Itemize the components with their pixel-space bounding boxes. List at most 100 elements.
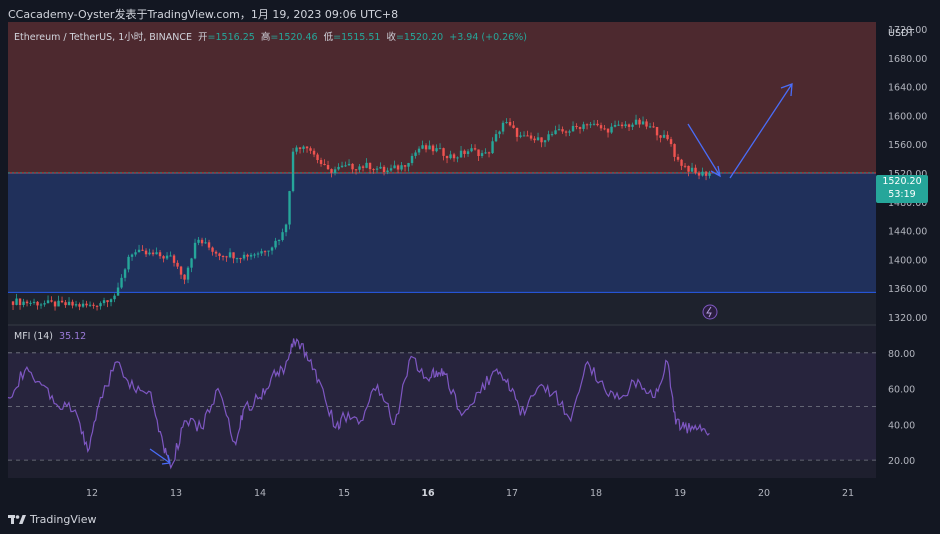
- mfi-value: 35.12: [59, 331, 87, 342]
- close-label: 收: [386, 32, 396, 43]
- candle-body: [134, 252, 137, 255]
- candle-body: [295, 147, 298, 152]
- candle-body: [169, 255, 172, 257]
- pane-divider: [8, 324, 876, 326]
- candle-body: [690, 167, 694, 172]
- current-price: 1520.20: [882, 176, 922, 187]
- candle-body: [683, 165, 687, 167]
- candle-body: [533, 138, 536, 141]
- candle-body: [211, 247, 214, 252]
- candle-body: [536, 137, 540, 141]
- candle-body: [648, 126, 652, 128]
- candle-body: [249, 254, 253, 257]
- candle-body: [347, 163, 351, 166]
- candle-body: [606, 128, 610, 133]
- candle-body: [491, 141, 494, 154]
- candle-body: [515, 127, 519, 137]
- mfi-label: MFI (14): [14, 331, 53, 342]
- candle-body: [627, 124, 631, 127]
- candle-body: [351, 163, 354, 170]
- tradingview-footer[interactable]: TradingView: [8, 513, 96, 526]
- candle-body: [487, 152, 491, 154]
- candle-body: [603, 128, 606, 130]
- candle-body: [697, 172, 701, 176]
- candle-body: [144, 250, 148, 255]
- candle-body: [225, 256, 228, 258]
- candle-body: [452, 154, 456, 159]
- candle-body: [29, 302, 32, 304]
- candle-body: [508, 122, 512, 126]
- candle-body: [141, 249, 144, 251]
- candle-body: [106, 300, 109, 303]
- candle-body: [330, 169, 333, 174]
- candle-body: [193, 242, 197, 259]
- candle-body: [694, 167, 697, 173]
- price-tick-label: 1680.00: [888, 54, 927, 65]
- candle-body: [50, 300, 53, 302]
- candle-body: [74, 304, 78, 306]
- time-tick-label: 14: [254, 488, 266, 499]
- candle-body: [379, 166, 382, 169]
- symbol-name: Ethereum / TetherUS, 1小时, BINANCE: [14, 32, 192, 43]
- candle-body: [561, 129, 564, 132]
- candle-body: [442, 148, 445, 156]
- candle-body: [470, 148, 473, 152]
- candle-body: [305, 146, 309, 149]
- candle-body: [428, 145, 431, 150]
- candle-body: [599, 125, 603, 129]
- candle-body: [116, 287, 120, 296]
- candle-body: [256, 253, 260, 255]
- candle-body: [676, 156, 680, 160]
- publish-header: CCacademy-Oyster发表于TradingView.com，1月 19…: [8, 8, 399, 21]
- candle-body: [337, 166, 340, 170]
- mfi-tick-label: 80.00: [888, 349, 915, 360]
- candle-body: [326, 165, 330, 170]
- candle-body: [543, 140, 547, 143]
- time-tick-label: 20: [758, 488, 770, 499]
- candle-body: [319, 160, 323, 164]
- candle-body: [480, 153, 484, 157]
- candle-body: [631, 124, 634, 127]
- time-tick-label: 12: [86, 488, 98, 499]
- candle-body: [568, 131, 571, 133]
- candle-body: [148, 252, 151, 255]
- candle-body: [172, 255, 176, 263]
- candle-body: [344, 165, 347, 167]
- open-label: 开: [198, 32, 208, 43]
- candle-body: [18, 298, 22, 305]
- candle-body: [46, 300, 50, 304]
- candle-body: [484, 152, 487, 154]
- candle-body: [109, 299, 113, 303]
- candle-body: [183, 274, 186, 280]
- candle-body: [505, 122, 508, 124]
- candle-body: [274, 240, 277, 248]
- candle-body: [309, 148, 312, 151]
- time-tick-label: 17: [506, 488, 518, 499]
- candle-body: [78, 304, 81, 307]
- candle-body: [498, 131, 501, 135]
- candle-body: [127, 256, 130, 270]
- candle-body: [340, 165, 344, 167]
- candle-body: [575, 125, 578, 128]
- lightning-icon: [706, 306, 712, 318]
- candle-body: [704, 171, 708, 176]
- candle-body: [669, 139, 673, 145]
- candle-body: [333, 169, 337, 174]
- price-tick-label: 1400.00: [888, 255, 927, 266]
- candle-body: [687, 165, 690, 172]
- high-label: 高: [260, 32, 271, 43]
- candle-body: [214, 251, 218, 254]
- candle-body: [466, 151, 470, 154]
- candle-body: [218, 253, 221, 257]
- price-tick-label: 1560.00: [888, 140, 927, 151]
- candle-body: [414, 152, 417, 156]
- candle-body: [673, 144, 676, 157]
- candle-body: [638, 119, 641, 125]
- candle-body: [316, 154, 319, 161]
- candle-body: [92, 304, 95, 306]
- candle-body: [456, 157, 459, 159]
- candle-body: [298, 147, 302, 149]
- candle-body: [281, 232, 284, 241]
- open-value: =1516.25: [207, 32, 255, 43]
